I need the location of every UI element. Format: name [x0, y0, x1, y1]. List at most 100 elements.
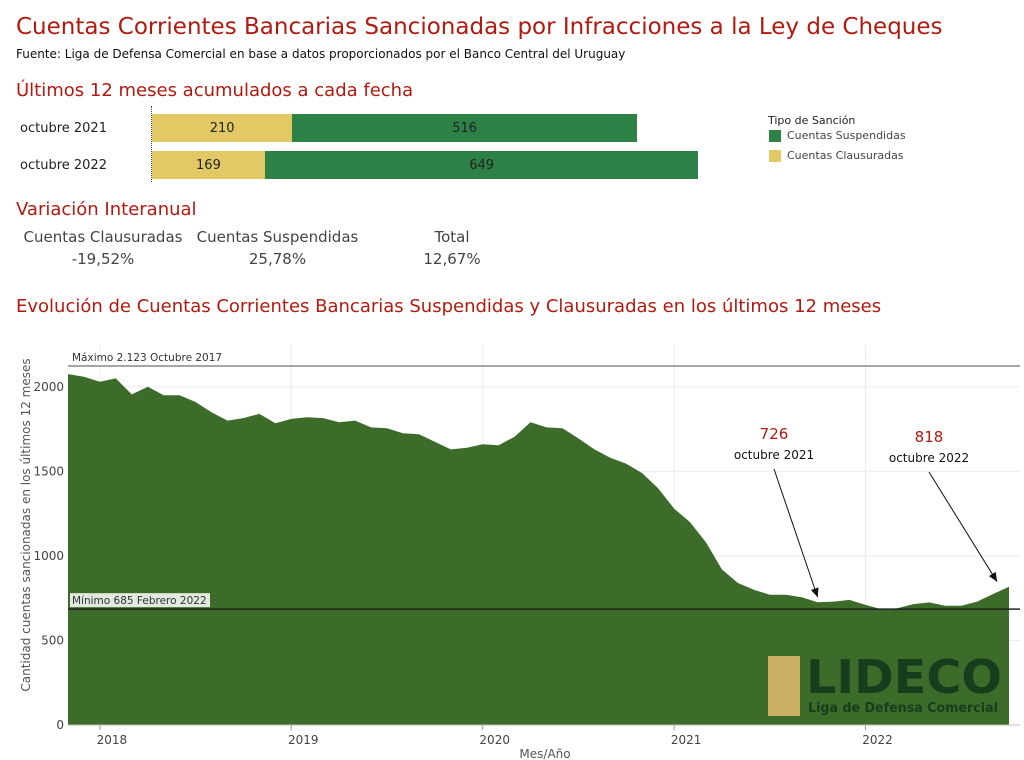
data-point[interactable]: [369, 425, 373, 429]
data-point[interactable]: [178, 393, 182, 397]
data-point[interactable]: [226, 419, 230, 423]
data-point[interactable]: [800, 595, 804, 599]
y-tick-label: 500: [41, 633, 64, 647]
y-tick-label: 0: [56, 718, 64, 732]
data-point[interactable]: [353, 419, 357, 423]
legend-item-clausuradas[interactable]: Cuentas Clausuradas: [769, 149, 904, 162]
bars-axis-line: [151, 106, 153, 182]
data-point[interactable]: [401, 431, 405, 435]
legend-swatch-suspendidas: [769, 129, 781, 142]
data-point[interactable]: [82, 375, 86, 379]
data-point[interactable]: [975, 600, 979, 604]
data-point[interactable]: [1007, 585, 1011, 589]
logo-tagline: Liga de Defensa Comercial: [808, 701, 998, 716]
data-point[interactable]: [720, 567, 724, 571]
bar-clausuradas[interactable]: 169: [152, 151, 265, 179]
data-point[interactable]: [545, 425, 549, 429]
kpi-value-total: 12,67%: [423, 250, 481, 268]
data-point[interactable]: [497, 443, 501, 447]
annotation-value: 726: [760, 425, 789, 443]
data-point[interactable]: [864, 603, 868, 607]
annotation-arrow: [773, 468, 819, 598]
data-point[interactable]: [273, 421, 277, 425]
legend-label-suspendidas: Cuentas Suspendidas: [787, 129, 906, 142]
data-point[interactable]: [832, 600, 836, 604]
data-point[interactable]: [784, 593, 788, 597]
bar-row-label-2022: octubre 2022: [20, 158, 107, 173]
annotation-label: octubre 2021: [734, 448, 814, 462]
data-point[interactable]: [640, 471, 644, 475]
data-point[interactable]: [576, 436, 580, 440]
data-point[interactable]: [289, 417, 293, 421]
data-point[interactable]: [752, 588, 756, 592]
data-point[interactable]: [162, 393, 166, 397]
bar-clausuradas[interactable]: 210: [152, 114, 293, 142]
data-point[interactable]: [385, 426, 389, 430]
data-point[interactable]: [529, 420, 533, 424]
min-label-background: [70, 593, 210, 608]
logo-text: LIDECO: [806, 650, 1002, 704]
kpi-label-suspendidas: Cuentas Suspendidas: [196, 228, 359, 246]
data-point[interactable]: [561, 426, 565, 430]
data-point[interactable]: [943, 604, 947, 608]
data-point[interactable]: [194, 400, 198, 404]
data-point[interactable]: [257, 412, 261, 416]
annotation-value: 818: [915, 428, 944, 446]
max-reference-label: Máximo 2.123 Octubre 2017: [72, 352, 222, 364]
bar-suspendidas[interactable]: 516: [292, 114, 637, 142]
data-point[interactable]: [98, 380, 102, 384]
data-point[interactable]: [656, 486, 660, 490]
bar-row-label-2021: octubre 2021: [20, 121, 107, 136]
source-note: Fuente: Liga de Defensa Comercial en bas…: [16, 47, 626, 61]
data-point[interactable]: [927, 600, 931, 604]
data-point[interactable]: [305, 415, 309, 419]
data-point[interactable]: [146, 385, 150, 389]
annotation-label: octubre 2022: [889, 451, 969, 465]
data-point[interactable]: [481, 442, 485, 446]
data-point[interactable]: [337, 420, 341, 424]
kpi-value-suspendidas: 25,78%: [248, 250, 307, 268]
legend-swatch-clausuradas: [769, 149, 781, 162]
data-point[interactable]: [991, 592, 995, 596]
x-axis-label: Mes/Año: [519, 747, 570, 760]
data-point[interactable]: [704, 540, 708, 544]
data-point[interactable]: [114, 376, 118, 380]
data-point[interactable]: [66, 372, 70, 376]
data-point[interactable]: [210, 410, 214, 414]
data-point[interactable]: [513, 435, 517, 439]
legend-label-clausuradas: Cuentas Clausuradas: [787, 149, 904, 162]
data-point[interactable]: [768, 593, 772, 597]
data-point[interactable]: [321, 416, 325, 420]
data-point[interactable]: [608, 456, 612, 460]
area-series[interactable]: [68, 374, 1009, 725]
data-point[interactable]: [130, 392, 134, 396]
data-point[interactable]: [465, 446, 469, 450]
data-point[interactable]: [672, 507, 676, 511]
variation-section-title: Variación Interanual: [16, 199, 197, 220]
logo-mark: [768, 656, 800, 716]
data-point[interactable]: [911, 602, 915, 606]
data-point[interactable]: [417, 432, 421, 436]
data-point[interactable]: [736, 581, 740, 585]
annotation-arrowhead: [988, 571, 998, 582]
annotation-arrow: [928, 471, 998, 582]
data-point[interactable]: [816, 600, 820, 604]
data-point[interactable]: [688, 520, 692, 524]
bar-suspendidas[interactable]: 649: [264, 151, 699, 179]
evolution-area-chart: Máximo 2.123 Octubre 2017 Mínimo 685 Febr…: [19, 345, 1020, 760]
legend-item-suspendidas[interactable]: Cuentas Suspendidas: [769, 129, 906, 142]
x-tick-label: 2019: [288, 733, 319, 747]
data-point[interactable]: [848, 598, 852, 602]
kpi-label-total: Total: [434, 228, 470, 246]
data-point[interactable]: [624, 462, 628, 466]
data-point[interactable]: [592, 447, 596, 451]
min-reference-label: Mínimo 685 Febrero 2022: [72, 595, 207, 607]
y-tick-label: 1500: [33, 464, 64, 478]
data-point[interactable]: [959, 604, 963, 608]
data-point[interactable]: [433, 440, 437, 444]
x-tick-label: 2021: [671, 733, 702, 747]
page-title: Cuentas Corrientes Bancarias Sancionadas…: [16, 14, 943, 40]
y-axis-label: Cantidad cuentas sancionadas en los últi…: [19, 358, 33, 691]
data-point[interactable]: [241, 416, 245, 420]
data-point[interactable]: [449, 447, 453, 451]
